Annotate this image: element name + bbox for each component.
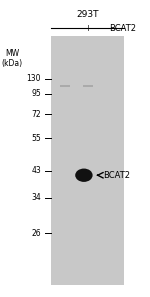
Text: 55: 55	[31, 134, 41, 143]
Text: 26: 26	[32, 229, 41, 238]
Text: 43: 43	[31, 166, 41, 175]
Text: 72: 72	[32, 110, 41, 119]
Text: 130: 130	[27, 74, 41, 83]
FancyBboxPatch shape	[83, 85, 93, 87]
Text: 293T: 293T	[76, 10, 99, 19]
Text: BCAT2: BCAT2	[109, 24, 136, 33]
Text: 95: 95	[31, 89, 41, 98]
Text: MW
(kDa): MW (kDa)	[2, 49, 22, 68]
Text: BCAT2: BCAT2	[103, 171, 130, 180]
FancyBboxPatch shape	[60, 85, 70, 87]
Text: −: −	[62, 24, 69, 33]
Text: 34: 34	[31, 193, 41, 202]
FancyBboxPatch shape	[51, 36, 124, 285]
Ellipse shape	[75, 169, 93, 182]
Text: +: +	[84, 24, 91, 33]
